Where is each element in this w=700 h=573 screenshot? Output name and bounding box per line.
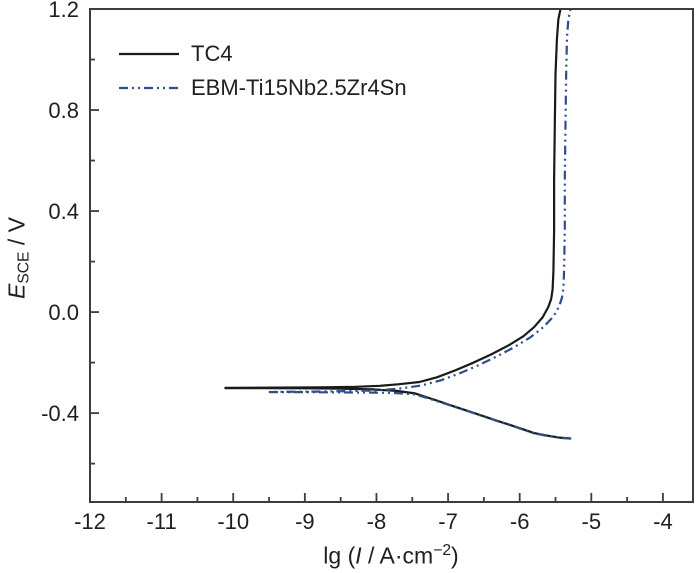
x-title-prefix: lg (	[323, 542, 356, 569]
x-tick-label: -6	[510, 509, 530, 534]
x-tick-label: -8	[367, 509, 387, 534]
x-axis-title: lg (I / A·cm−2)	[323, 541, 459, 569]
y-title-rest: / V	[3, 217, 30, 252]
series-curves	[224, 9, 572, 440]
legend-label-tc4: TC4	[191, 41, 233, 66]
x-tick-label: -10	[217, 509, 249, 534]
x-title-suffix: )	[451, 542, 459, 569]
curve-tc4	[224, 9, 571, 440]
legend: TC4 EBM-Ti15Nb2.5Zr4Sn	[118, 37, 407, 105]
x-tick-label: -11	[147, 509, 177, 534]
x-title-exponent: −2	[433, 541, 452, 559]
x-tick-label: -4	[653, 509, 673, 534]
y-title-symbol: E	[3, 283, 30, 299]
x-tick-label: -12	[74, 509, 106, 534]
y-tick-label: 0.0	[48, 300, 79, 325]
x-tick-labels: -12 -11 -10 -9 -8 -7 -6 -5 -4	[74, 509, 673, 534]
x-title-symbol: I	[355, 542, 362, 569]
legend-label-ebm: EBM-Ti15Nb2.5Zr4Sn	[191, 75, 407, 100]
y-tick-labels: 1.2 0.8 0.4 0.0 -0.4	[41, 0, 79, 426]
legend-item-ebm: EBM-Ti15Nb2.5Zr4Sn	[118, 71, 407, 105]
legend-item-tc4: TC4	[118, 37, 407, 71]
curve-ebm-ti15nb2-5zr4sn	[268, 9, 572, 440]
x-tick-label: -5	[582, 509, 602, 534]
y-tick-label: 0.8	[48, 98, 79, 123]
y-tick-label: 0.4	[48, 199, 79, 224]
plot-frame	[89, 8, 694, 503]
x-tick-label: -7	[438, 509, 458, 534]
ebm-line-sample-icon	[119, 86, 179, 90]
tc4-line-sample-icon	[119, 52, 179, 56]
y-tick-label: -0.4	[41, 401, 79, 426]
y-tick-label: 1.2	[48, 0, 79, 22]
x-tick-label: -9	[295, 509, 315, 534]
x-title-mid: / A·cm	[361, 542, 434, 569]
y-axis-title: ESCE / V	[3, 217, 33, 299]
y-title-subscript: SCE	[15, 251, 33, 284]
